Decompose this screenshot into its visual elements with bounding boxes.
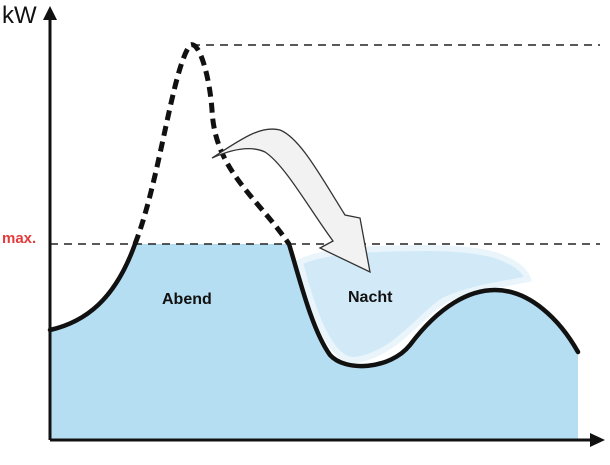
y-axis-arrow-icon: [43, 6, 57, 20]
load-curve: [47, 241, 581, 369]
max-threshold-label: max.: [2, 230, 37, 247]
x-axis-arrow-icon: [590, 433, 605, 447]
night-area-label: Nacht: [348, 289, 393, 306]
peak-load-curve: [132, 42, 292, 246]
evening-area-label: Abend: [162, 291, 212, 308]
y-axis-unit-label: kW: [2, 2, 37, 29]
shift-arrow-icon: [211, 128, 371, 274]
shifted-load-area: [296, 244, 532, 363]
base-load-area: [50, 244, 578, 440]
